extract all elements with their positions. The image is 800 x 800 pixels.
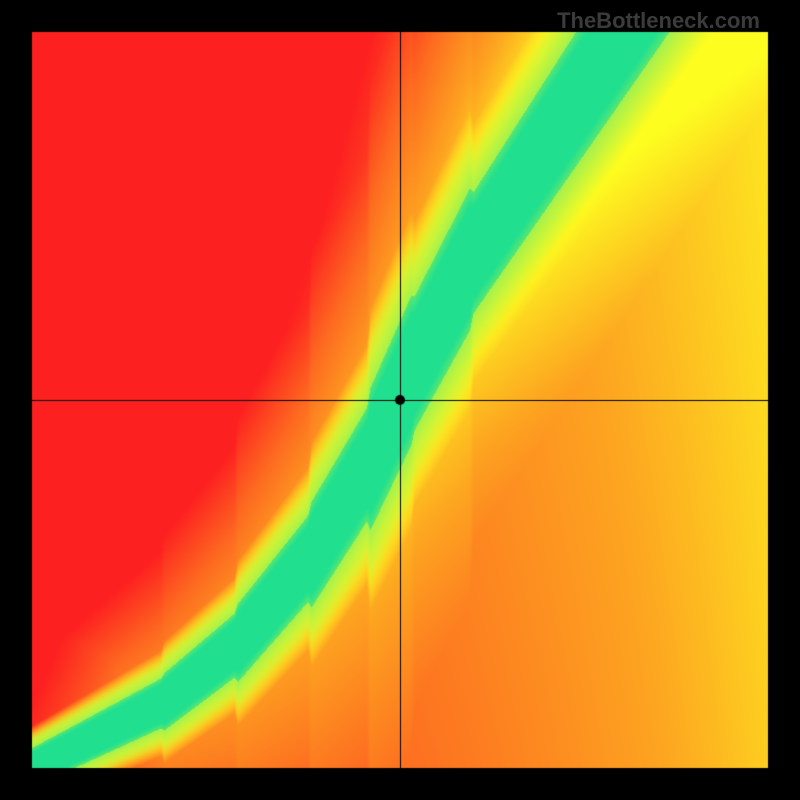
chart-container: TheBottleneck.com [0,0,800,800]
watermark-text: TheBottleneck.com [557,8,760,34]
bottleneck-heatmap [0,0,800,800]
